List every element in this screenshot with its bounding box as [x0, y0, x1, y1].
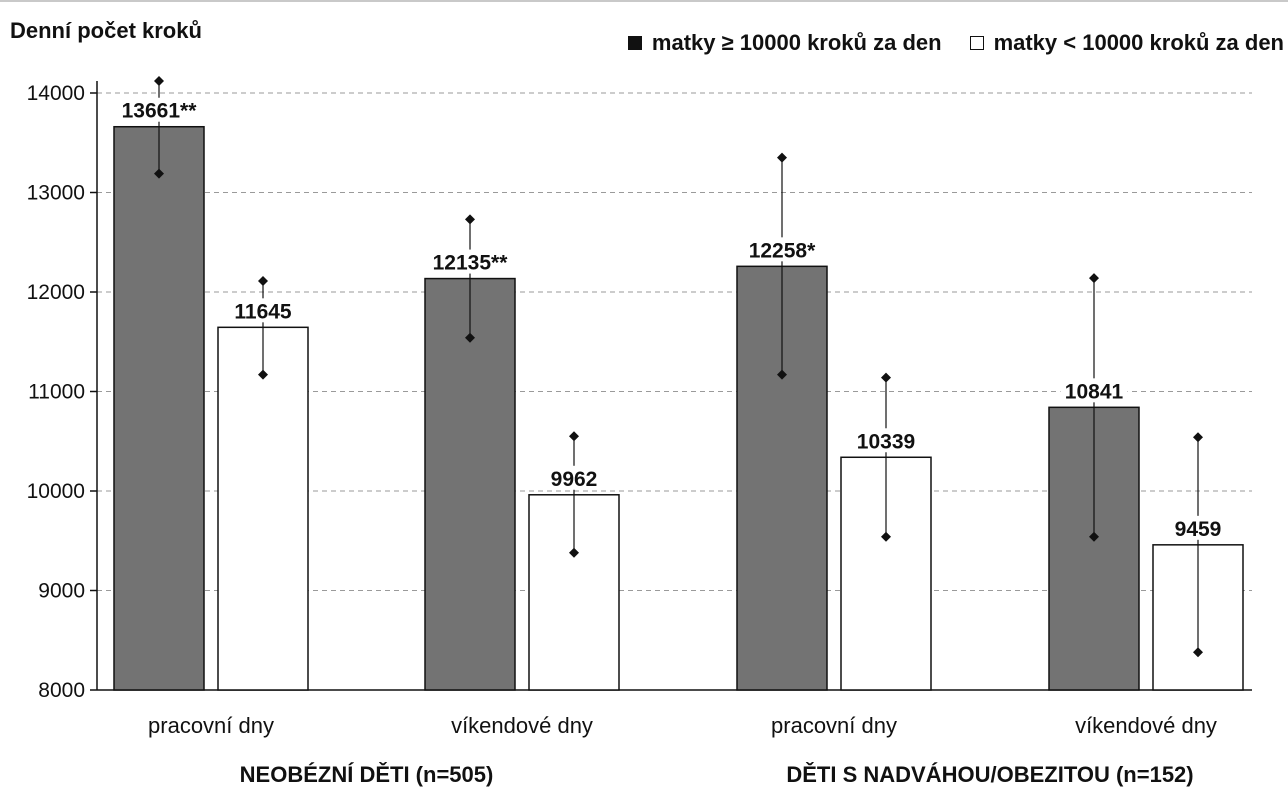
category-label: víkendové dny — [1075, 713, 1217, 738]
data-label: 10841 — [1065, 380, 1124, 403]
error-bar-cap — [569, 547, 579, 558]
data-label: 9962 — [551, 468, 598, 491]
data-label: 11645 — [234, 300, 292, 323]
data-label: 12135** — [433, 252, 509, 275]
y-tick-label: 14000 — [27, 82, 85, 105]
error-bar-cap — [465, 332, 475, 343]
y-tick-label: 9000 — [38, 580, 85, 603]
y-tick-label: 10000 — [27, 480, 85, 503]
data-label-background — [1170, 515, 1226, 540]
error-bar-cap — [777, 369, 787, 380]
top-border — [0, 0, 1288, 2]
error-bar-cap — [258, 369, 268, 380]
y-tick-label: 11000 — [28, 381, 85, 404]
error-bar-cap — [569, 431, 579, 442]
error-bar-cap — [154, 168, 164, 179]
category-label: pracovní dny — [148, 713, 274, 738]
legend-swatch-empty — [969, 36, 984, 50]
data-label-background — [424, 249, 516, 274]
error-bar-cap — [1193, 647, 1203, 658]
y-tick-label: 8000 — [38, 679, 85, 702]
y-axis-title: Denní počet kroků — [10, 18, 202, 43]
data-label-background — [852, 428, 920, 453]
data-label-background — [113, 97, 205, 122]
legend-label-mothers-high: matky ≥ 10000 kroků za den — [651, 30, 942, 55]
error-bar-cap — [881, 531, 891, 542]
data-label: 12258* — [749, 239, 816, 262]
legend-label-mothers-low: matky < 10000 kroků za den — [993, 30, 1284, 55]
bar — [217, 326, 309, 691]
error-bar-cap — [1089, 531, 1099, 542]
bar — [113, 125, 205, 691]
data-label-background — [546, 465, 602, 490]
error-bar-cap — [881, 372, 891, 383]
legend-item-mothers-low: matky < 10000 kroků za den — [969, 30, 1284, 56]
data-label: 9459 — [1175, 518, 1222, 541]
data-label: 10339 — [857, 430, 915, 453]
bar — [424, 277, 516, 691]
group-label: DĚTI S NADVÁHOU/OBEZITOU (n=152) — [786, 762, 1193, 787]
legend-item-mothers-high: matky ≥ 10000 kroků za den — [627, 30, 942, 56]
y-tick-label: 13000 — [27, 182, 85, 205]
legend: matky ≥ 10000 kroků za den matky < 10000… — [600, 30, 1284, 56]
category-label: pracovní dny — [771, 713, 897, 738]
category-label: víkendové dny — [451, 713, 593, 738]
y-tick-label: 12000 — [27, 281, 85, 304]
error-bar-cap — [465, 214, 475, 225]
error-bar-cap — [1193, 432, 1203, 443]
data-label-background — [1060, 378, 1128, 403]
error-bar-cap — [154, 76, 164, 87]
data-label-background — [229, 298, 297, 323]
data-label-background — [742, 237, 822, 262]
error-bar-cap — [777, 152, 787, 163]
error-bar-cap — [258, 276, 268, 287]
error-bar-cap — [1089, 273, 1099, 284]
group-label: NEOBÉZNÍ DĚTI (n=505) — [240, 762, 494, 787]
data-label: 13661** — [122, 100, 198, 123]
legend-swatch-filled — [627, 36, 642, 50]
